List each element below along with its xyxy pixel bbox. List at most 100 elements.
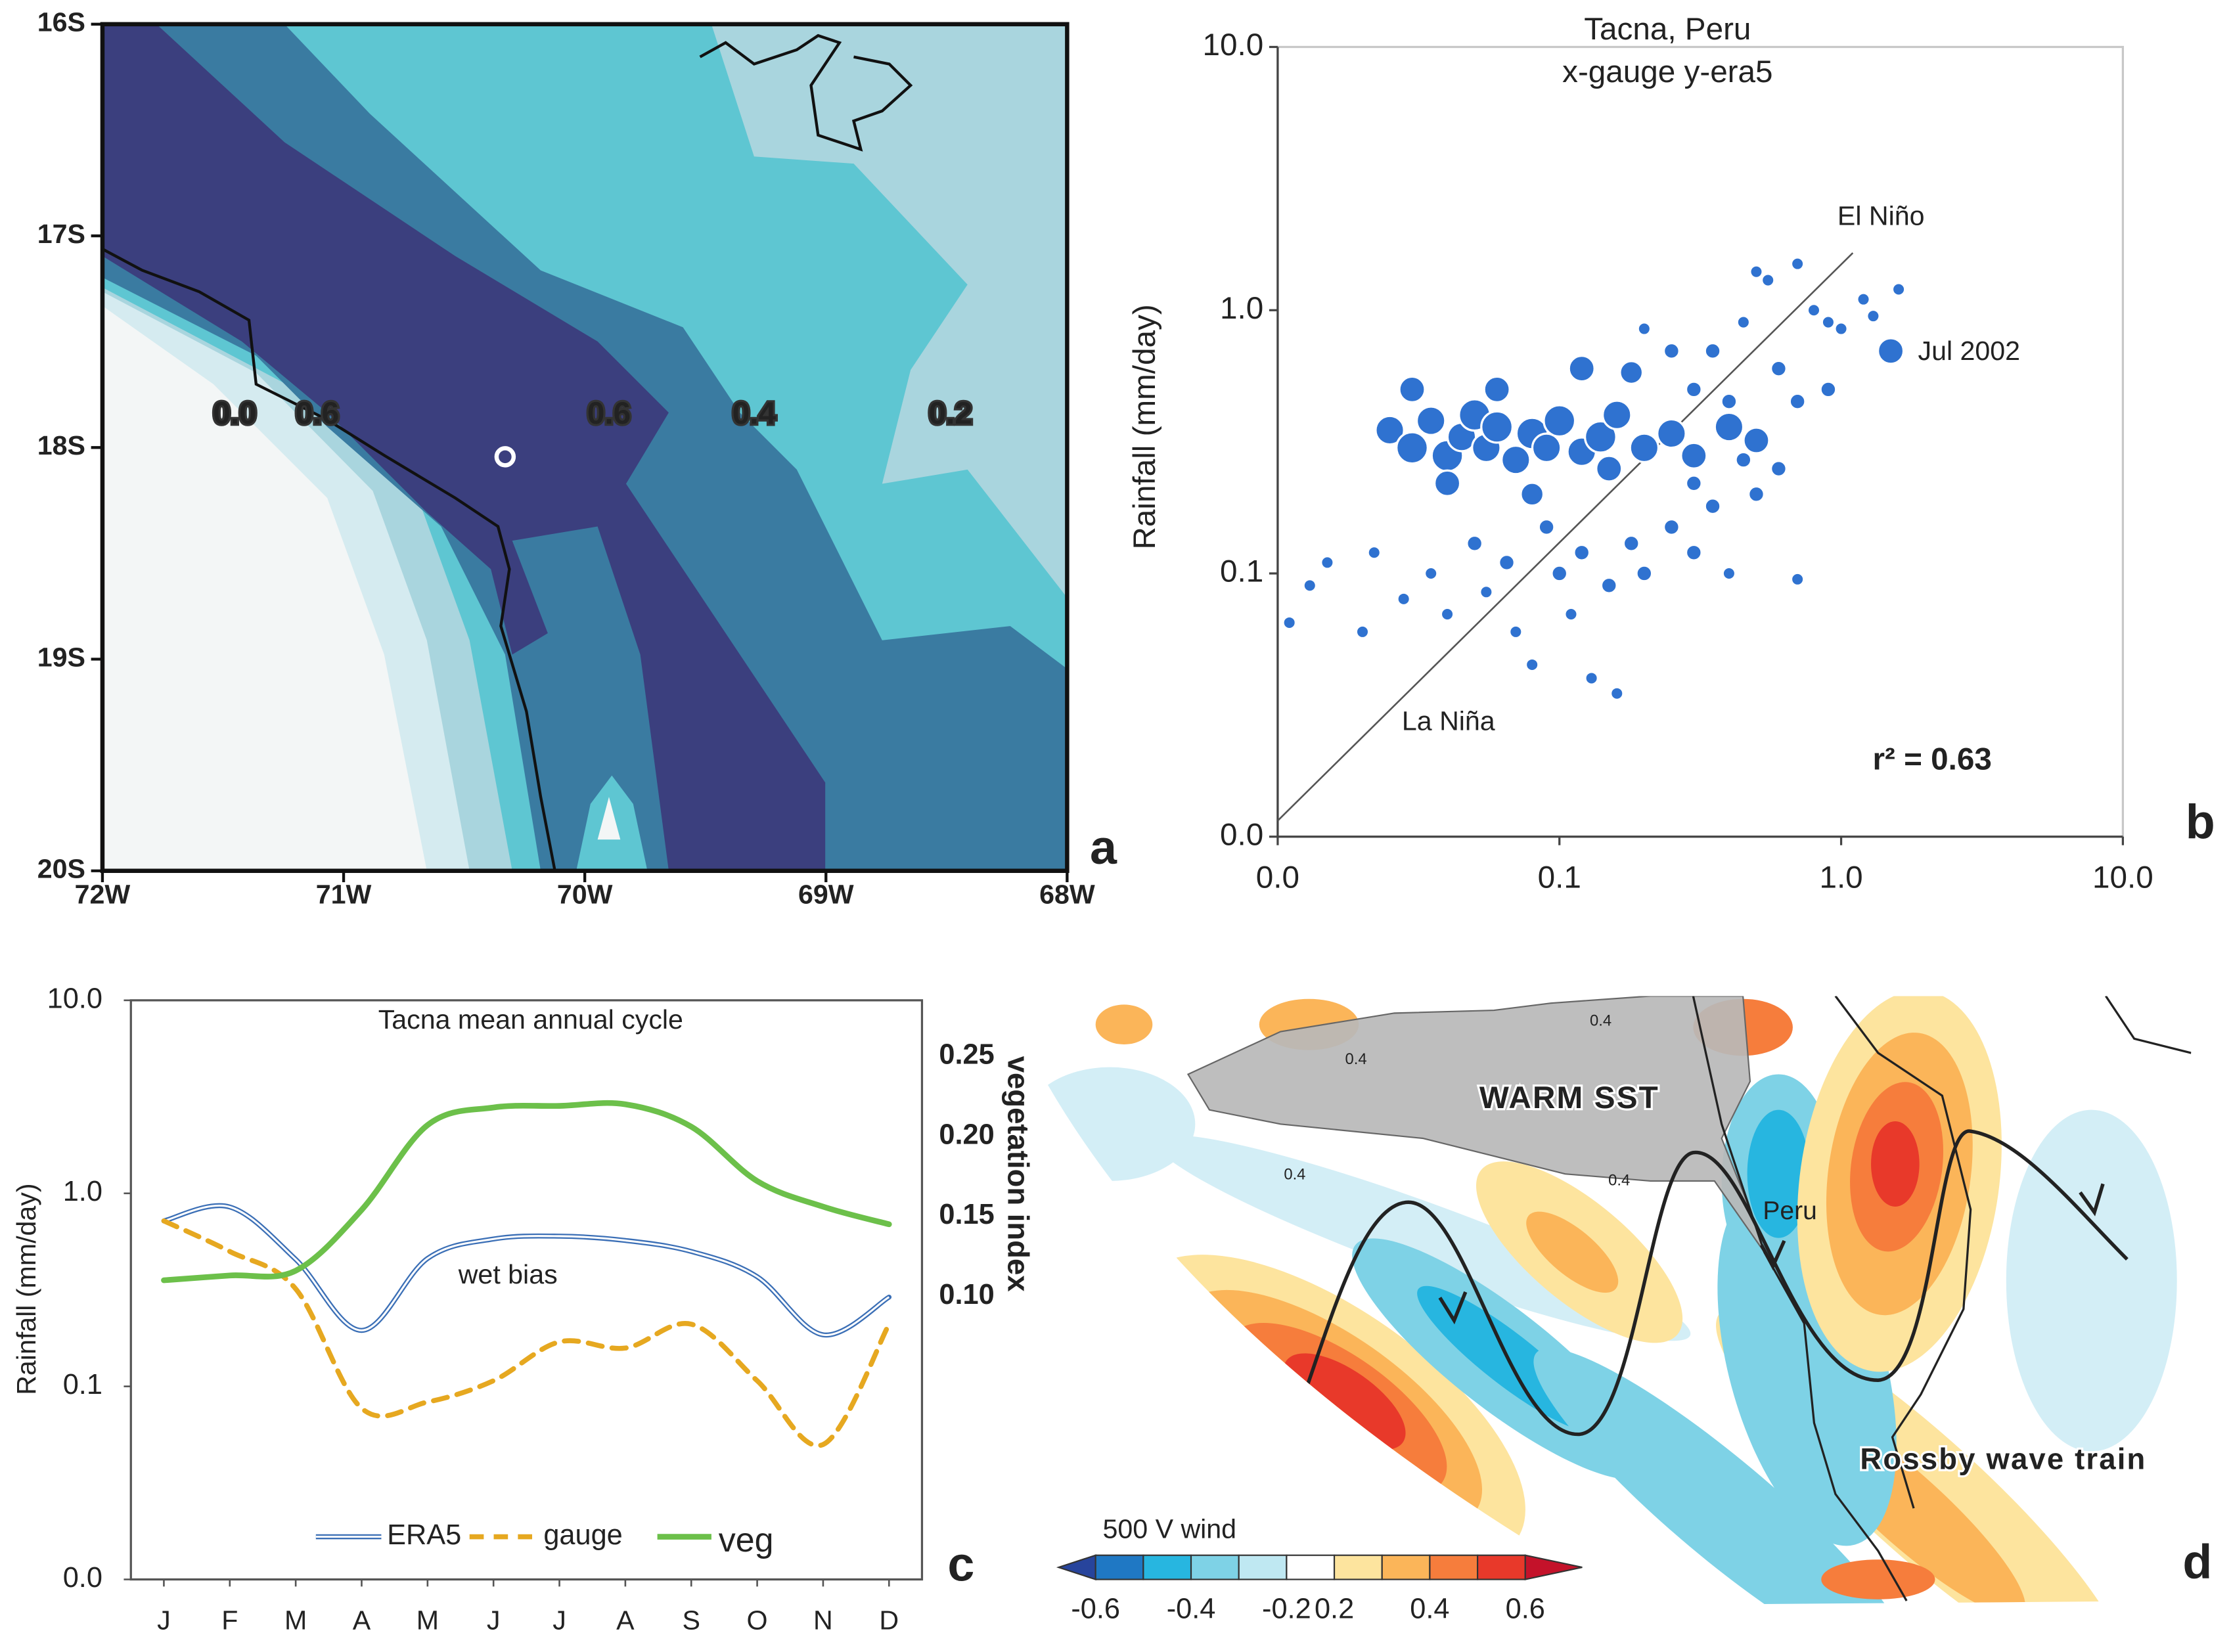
map-annotation: Peru	[1763, 1197, 1816, 1225]
chart-subtitle: x-gauge y-era5	[1562, 55, 1772, 89]
scatter-point	[1807, 303, 1820, 317]
anomaly	[1821, 1559, 1935, 1599]
scatter-point	[1629, 432, 1660, 464]
station-marker	[494, 446, 516, 468]
series-line-core	[164, 1204, 890, 1336]
scatter-point	[1791, 257, 1804, 270]
border	[699, 33, 913, 152]
scatter-point	[1283, 616, 1296, 629]
x-tick-label: J	[157, 1605, 171, 1635]
scatter-point	[1857, 293, 1870, 305]
contour-band	[597, 797, 621, 840]
scatter-point	[1686, 545, 1701, 560]
colorbar-box	[1381, 1554, 1431, 1580]
wave-arrowheads	[1438, 1183, 2105, 1325]
scatter-point	[1770, 461, 1786, 476]
scatter-point	[1876, 337, 1905, 365]
colorbar-box	[1476, 1554, 1526, 1580]
scatter-point	[1574, 545, 1590, 560]
x-tick-label: M	[284, 1605, 307, 1635]
contour-label: 0.6	[587, 396, 631, 431]
scatter-point	[1368, 546, 1381, 559]
y-tick-label: 1.0	[63, 1176, 102, 1207]
map-annotation: 0.4	[1590, 1012, 1611, 1030]
contour-label: 0.6	[296, 396, 339, 431]
scatter-point	[1638, 323, 1651, 335]
anomaly	[1533, 1348, 1910, 1605]
scatter-point	[1509, 625, 1522, 638]
scatter-point	[1374, 414, 1405, 446]
scatter-point	[1721, 393, 1737, 409]
colorbar-box	[1429, 1554, 1479, 1580]
scatter-point	[1610, 687, 1623, 700]
scatter-point	[1565, 608, 1577, 621]
scatter-point	[1705, 499, 1721, 514]
x-tick-label: 70W	[557, 880, 613, 910]
scatter-point	[1480, 585, 1493, 598]
anomaly	[1871, 1121, 1920, 1207]
scatter-point	[1583, 420, 1617, 454]
scatter-point	[1303, 579, 1317, 592]
legend-label: ERA5	[387, 1519, 461, 1551]
scatter-point	[1737, 316, 1750, 328]
x-tick-label: 71W	[316, 880, 372, 910]
x-tick-label: 72W	[75, 880, 131, 910]
legend-label: gauge	[543, 1519, 622, 1551]
annotation: El Niño	[1837, 200, 1925, 231]
scatter-point	[1601, 399, 1633, 431]
colorbar-box	[1286, 1554, 1336, 1580]
scatter-point	[1736, 452, 1751, 468]
x-tick-label: A	[616, 1605, 635, 1635]
colorbar-box	[1094, 1554, 1144, 1580]
scatter-point	[1663, 519, 1679, 535]
legend-label: veg	[719, 1521, 774, 1559]
scatter-point	[1433, 469, 1462, 497]
scatter-point	[1601, 577, 1617, 593]
scatter-point	[1705, 343, 1721, 359]
contour-label: 0.4	[732, 396, 777, 431]
x-tick-label: 0.0	[1256, 860, 1299, 895]
anomaly	[1526, 1211, 1619, 1293]
x-tick-label: N	[813, 1605, 833, 1635]
anomaly-map	[1045, 996, 2192, 1605]
chart-title: Tacna, Peru	[1584, 12, 1751, 47]
series-line	[161, 1218, 892, 1448]
x-tick-label: 0.1	[1538, 860, 1581, 895]
scatter-point	[1723, 567, 1736, 580]
x-tick-label: 1.0	[1819, 860, 1862, 895]
scatter-point	[1636, 566, 1652, 581]
coastline	[1692, 996, 2192, 1601]
scatter-point	[1321, 556, 1334, 569]
y-tick-label: 17S	[37, 219, 85, 249]
x-tick-label: D	[879, 1605, 899, 1635]
scatter-point	[1686, 382, 1701, 397]
scatter-point	[1748, 486, 1764, 502]
x-tick-label: M	[417, 1605, 439, 1635]
colorbar-tick-label: 0.6	[1506, 1594, 1545, 1625]
scatter-point	[1467, 535, 1483, 551]
scatter-point	[1742, 426, 1770, 455]
map-annotation: 0.4	[1608, 1171, 1630, 1189]
colorbar-tick-label: -0.6	[1071, 1594, 1120, 1625]
panel-label: d	[2182, 1534, 2212, 1588]
scatter-point	[1892, 283, 1905, 296]
colorbar-tick-label: 0.2	[1315, 1594, 1354, 1625]
scatter-point	[1835, 323, 1847, 335]
scatter-point	[1531, 432, 1562, 464]
x-tick-label: S	[683, 1605, 700, 1635]
x-tick-label: O	[747, 1605, 768, 1635]
map-annotation: 0.4	[1284, 1166, 1305, 1184]
scatter-point	[1395, 431, 1429, 465]
anomaly	[1283, 1353, 1406, 1450]
y-tick-label: 0.1	[63, 1369, 102, 1400]
scatter-point	[1424, 567, 1437, 580]
scatter-point	[1539, 519, 1554, 535]
warm-sst-region	[1186, 996, 1765, 1253]
colorbar-box	[1333, 1554, 1383, 1580]
x-tick-label: A	[353, 1605, 371, 1635]
contour-band	[102, 24, 826, 871]
colorbar-extend	[1524, 1554, 1583, 1580]
coastline	[102, 248, 556, 871]
y-tick-label: 20S	[37, 854, 85, 884]
scatter-point	[1680, 441, 1708, 470]
